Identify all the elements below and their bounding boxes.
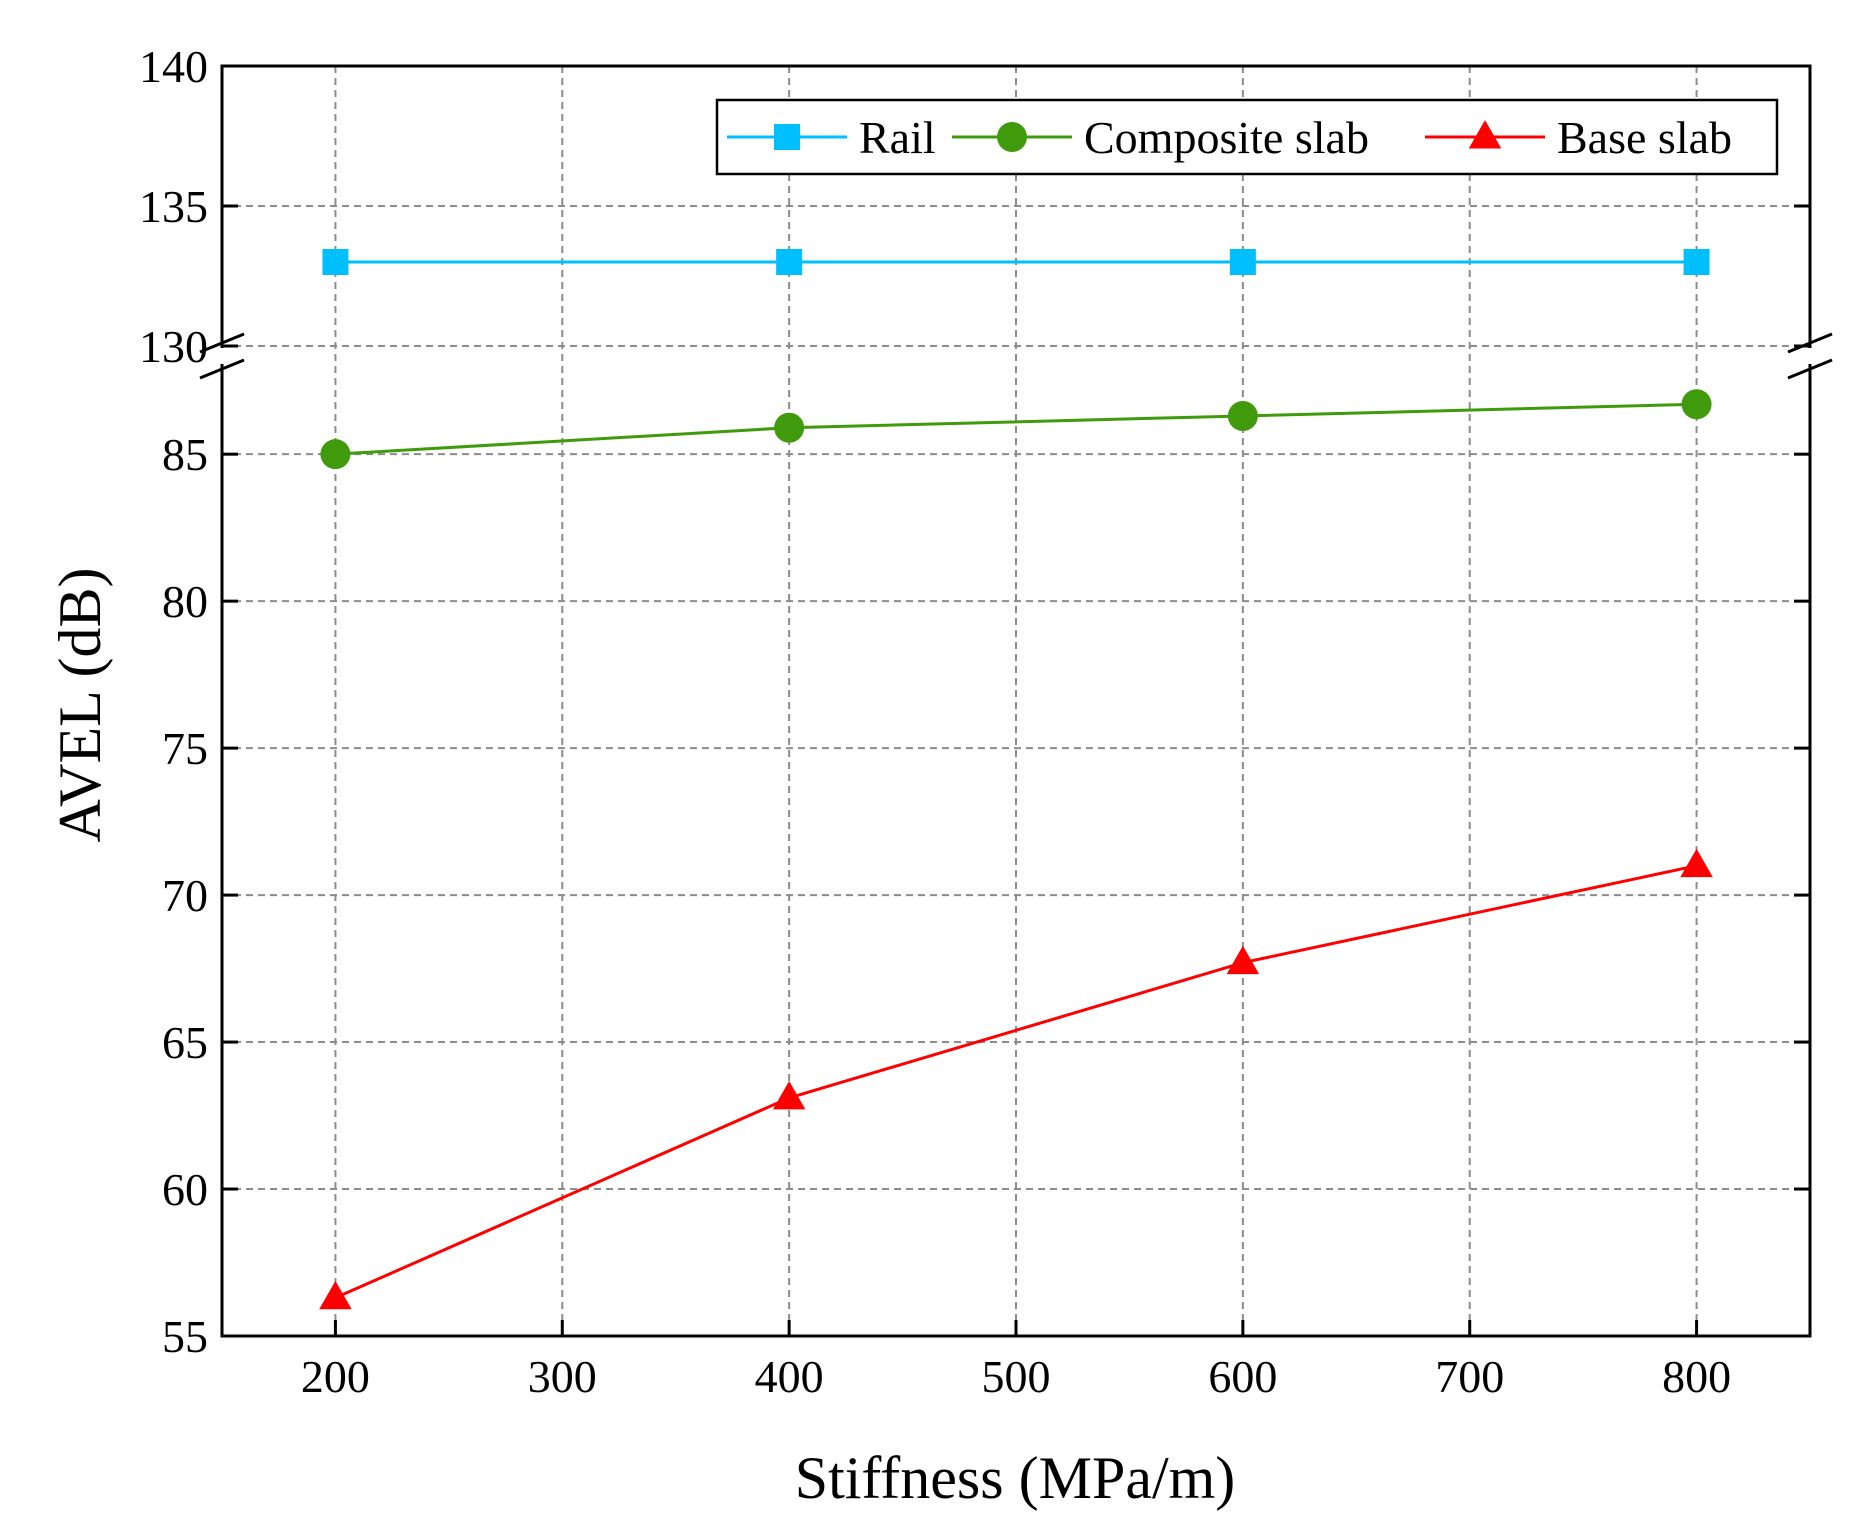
legend-marker-composite-slab xyxy=(997,122,1027,152)
data-point-base-slab xyxy=(319,1280,352,1310)
y-axis-title: AVEL (dB) xyxy=(47,568,113,843)
x-tick-label: 400 xyxy=(755,1351,824,1402)
series-composite-slab xyxy=(320,389,1712,470)
x-tick-label: 700 xyxy=(1435,1351,1504,1402)
x-tick-label: 500 xyxy=(982,1351,1051,1402)
y-tick-label: 85 xyxy=(162,429,208,480)
axis-break-mark-right xyxy=(1787,358,1833,380)
legend-item-rail: Rail xyxy=(727,112,936,163)
data-point-composite-slab xyxy=(1681,389,1712,420)
series-line-composite-slab xyxy=(335,402,1697,456)
series-layer xyxy=(319,249,1713,1310)
y-tick-label: 130 xyxy=(139,321,208,372)
axis-break-gap-right xyxy=(1804,348,1816,364)
grid-layer xyxy=(222,66,1810,1336)
series-base-slab xyxy=(319,848,1713,1310)
series-line-base-slab xyxy=(334,864,1697,1300)
axis-break-mark-left xyxy=(199,358,245,380)
axis-break-mark-left xyxy=(199,332,245,354)
data-point-composite-slab xyxy=(1227,400,1258,431)
legend: Rail Composite slab Base slab xyxy=(715,98,1779,176)
x-tick-label: 200 xyxy=(301,1351,370,1402)
legend-marker-base-slab xyxy=(1468,120,1502,149)
data-point-composite-slab xyxy=(320,439,351,470)
data-point-rail xyxy=(1683,249,1710,275)
y-tick-label: 60 xyxy=(162,1164,208,1215)
y-tick-label: 75 xyxy=(162,723,208,774)
y-tick-label: 80 xyxy=(162,576,208,627)
legend-box xyxy=(715,98,1779,176)
data-point-composite-slab xyxy=(774,412,805,443)
x-tick-label: 800 xyxy=(1662,1351,1731,1402)
y-tick-label: 55 xyxy=(162,1311,208,1362)
data-point-rail xyxy=(1229,249,1256,275)
series-rail xyxy=(322,249,1710,275)
y-tick-label: 140 xyxy=(139,41,208,92)
x-tick-label: 300 xyxy=(528,1351,597,1402)
legend-item-base-slab: Base slab xyxy=(1425,112,1732,163)
legend-label-rail: Rail xyxy=(859,112,936,163)
axis-break-mark-right xyxy=(1787,332,1833,354)
legend-label-base-slab: Base slab xyxy=(1557,112,1732,163)
legend-label-composite-slab: Composite slab xyxy=(1084,112,1369,163)
legend-item-composite-slab: Composite slab xyxy=(952,112,1369,163)
data-point-base-slab xyxy=(1680,848,1713,878)
data-point-rail xyxy=(776,249,803,275)
data-point-base-slab xyxy=(772,1080,806,1110)
y-tick-label: 65 xyxy=(162,1017,208,1068)
data-point-rail xyxy=(322,249,349,275)
x-axis-title: Stiffness (MPa/m) xyxy=(795,1445,1236,1511)
data-point-base-slab xyxy=(1226,945,1260,975)
legend-marker-rail xyxy=(774,124,800,150)
y-tick-label: 135 xyxy=(139,181,208,232)
y-tick-label: 70 xyxy=(162,870,208,921)
axis-break-gap-left xyxy=(216,348,228,364)
x-tick-label: 600 xyxy=(1208,1351,1277,1402)
tick-layer: 130 135 140 55 60 65 70 75 80 85 200 300 400 500 600 70… xyxy=(139,41,1810,1402)
